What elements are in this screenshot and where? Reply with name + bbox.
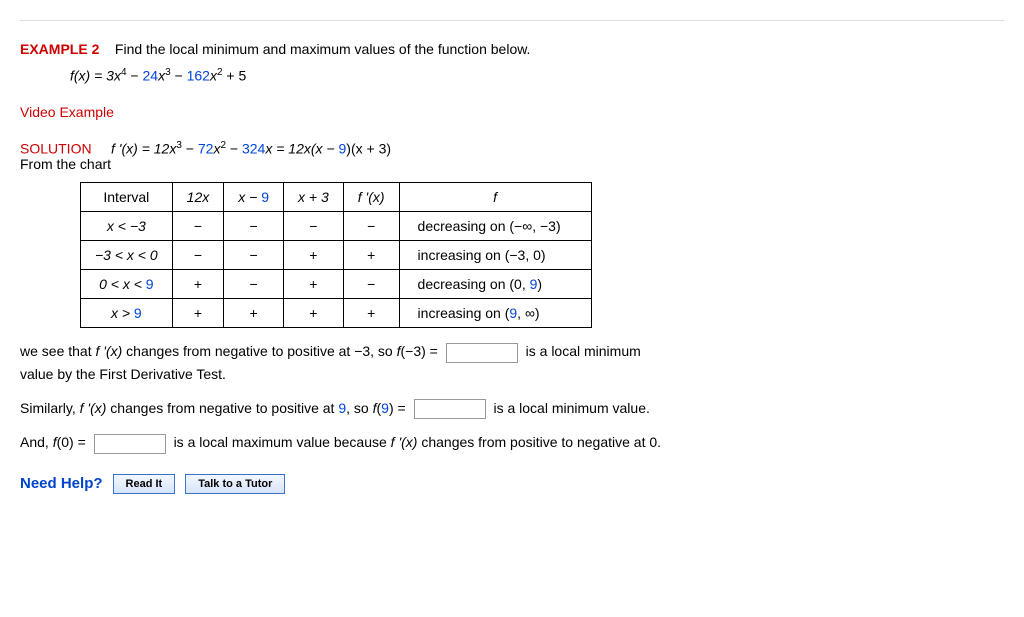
table-row: x < −3 − − − − decreasing on (−∞, −3) bbox=[81, 212, 592, 241]
col-interval: Interval bbox=[81, 183, 173, 212]
sign-chart-table: Interval 12x x − 9 x + 3 f '(x) f x < −3… bbox=[80, 182, 592, 328]
answer-input-3[interactable] bbox=[94, 434, 166, 454]
col-x-plus-3: x + 3 bbox=[284, 183, 344, 212]
need-help-section: Need Help? Read It Talk to a Tutor bbox=[20, 474, 1004, 494]
answer-input-1[interactable] bbox=[446, 343, 518, 363]
col-12x: 12x bbox=[172, 183, 224, 212]
col-fprime: f '(x) bbox=[343, 183, 399, 212]
talk-to-tutor-button[interactable]: Talk to a Tutor bbox=[185, 474, 285, 494]
need-help-label: Need Help? bbox=[20, 475, 103, 492]
col-x-minus-k: x − 9 bbox=[224, 183, 284, 212]
function-expression: f(x) = 3x4 − 24x3 − 162x2 + 5 bbox=[70, 67, 1004, 84]
solution-line: SOLUTION f '(x) = 12x3 − 72x2 − 324x = 1… bbox=[20, 140, 1004, 157]
paragraph-3: And, f(0) = is a local maximum value bec… bbox=[20, 431, 1004, 453]
example-heading: EXAMPLE 2 Find the local minimum and max… bbox=[20, 41, 1004, 57]
from-chart: From the chart bbox=[20, 156, 1004, 172]
table-row: 0 < x < 9 + − + − decreasing on (0, 9) bbox=[81, 270, 592, 299]
paragraph-1: we see that f '(x) changes from negative… bbox=[20, 340, 1004, 385]
table-header-row: Interval 12x x − 9 x + 3 f '(x) f bbox=[81, 183, 592, 212]
solution-label: SOLUTION bbox=[20, 140, 92, 156]
paragraph-2: Similarly, f '(x) changes from negative … bbox=[20, 397, 1004, 419]
col-f: f bbox=[399, 183, 591, 212]
read-it-button[interactable]: Read It bbox=[113, 474, 176, 494]
answer-input-2[interactable] bbox=[414, 399, 486, 419]
table-row: −3 < x < 0 − − + + increasing on (−3, 0) bbox=[81, 241, 592, 270]
video-example-link[interactable]: Video Example bbox=[20, 104, 1004, 120]
example-label: EXAMPLE 2 bbox=[20, 41, 99, 57]
table-row: x > 9 + + + + increasing on (9, ∞) bbox=[81, 299, 592, 328]
example-prompt: Find the local minimum and maximum value… bbox=[115, 41, 531, 57]
